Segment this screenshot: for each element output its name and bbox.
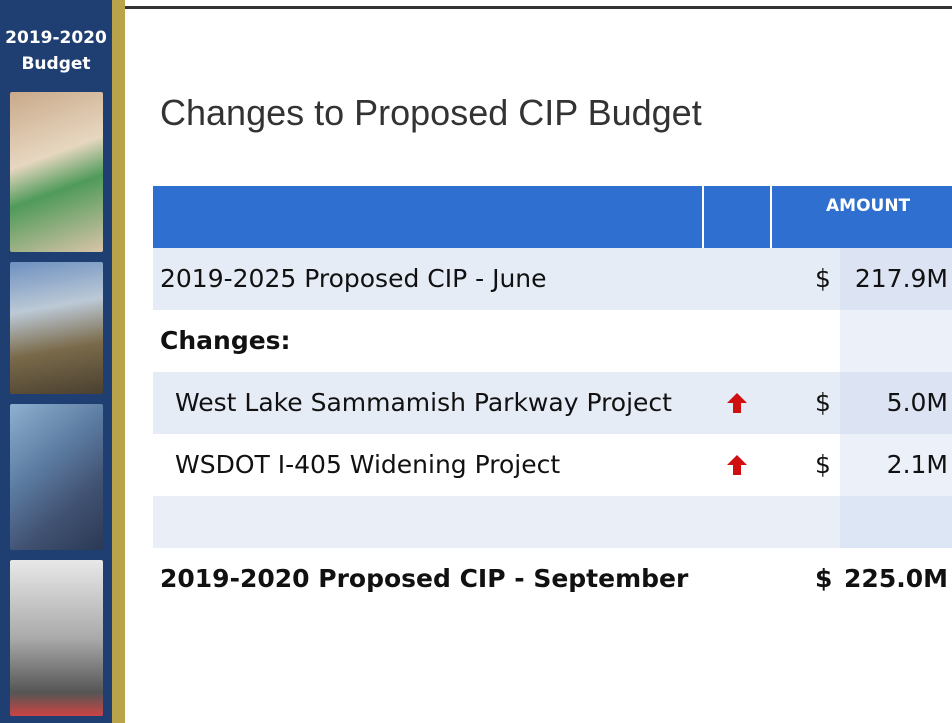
row-label: WSDOT I-405 Widening Project (175, 450, 561, 479)
up-arrow-icon (726, 392, 748, 414)
currency: $ (815, 564, 833, 593)
row-band (153, 248, 952, 310)
photo (10, 404, 103, 550)
amount: 2.1M (886, 450, 948, 479)
currency: $ (815, 388, 831, 417)
arrow (727, 393, 747, 413)
amount: 225.0M (844, 564, 948, 593)
up-arrow-icon (726, 454, 748, 476)
table-header (153, 186, 952, 248)
top-border (125, 6, 952, 9)
sidebar-title: 2019-2020 (5, 28, 107, 48)
photo (10, 92, 103, 252)
row-band (153, 372, 952, 434)
row-label: West Lake Sammamish Parkway Project (175, 388, 672, 417)
amount-column-shade (840, 248, 952, 548)
row-label: 2019-2020 Proposed CIP - September (160, 564, 689, 593)
amount: 5.0M (886, 388, 948, 417)
slide-title: Changes to Proposed CIP Budget (160, 92, 702, 133)
sidebar-title: Budget (21, 54, 91, 74)
row-label: Changes: (160, 326, 291, 355)
column-divider (770, 186, 772, 248)
header-cell: AMOUNT (826, 196, 911, 216)
currency: $ (815, 450, 831, 479)
row-label: 2019-2025 Proposed CIP - June (160, 264, 547, 293)
column-divider (702, 186, 704, 248)
amount: 217.9M (854, 264, 948, 293)
photo (10, 560, 103, 716)
sidebar-stripe (112, 0, 125, 723)
arrow (727, 455, 747, 475)
photo (10, 262, 103, 394)
currency: $ (815, 264, 831, 293)
row-band (153, 496, 952, 548)
